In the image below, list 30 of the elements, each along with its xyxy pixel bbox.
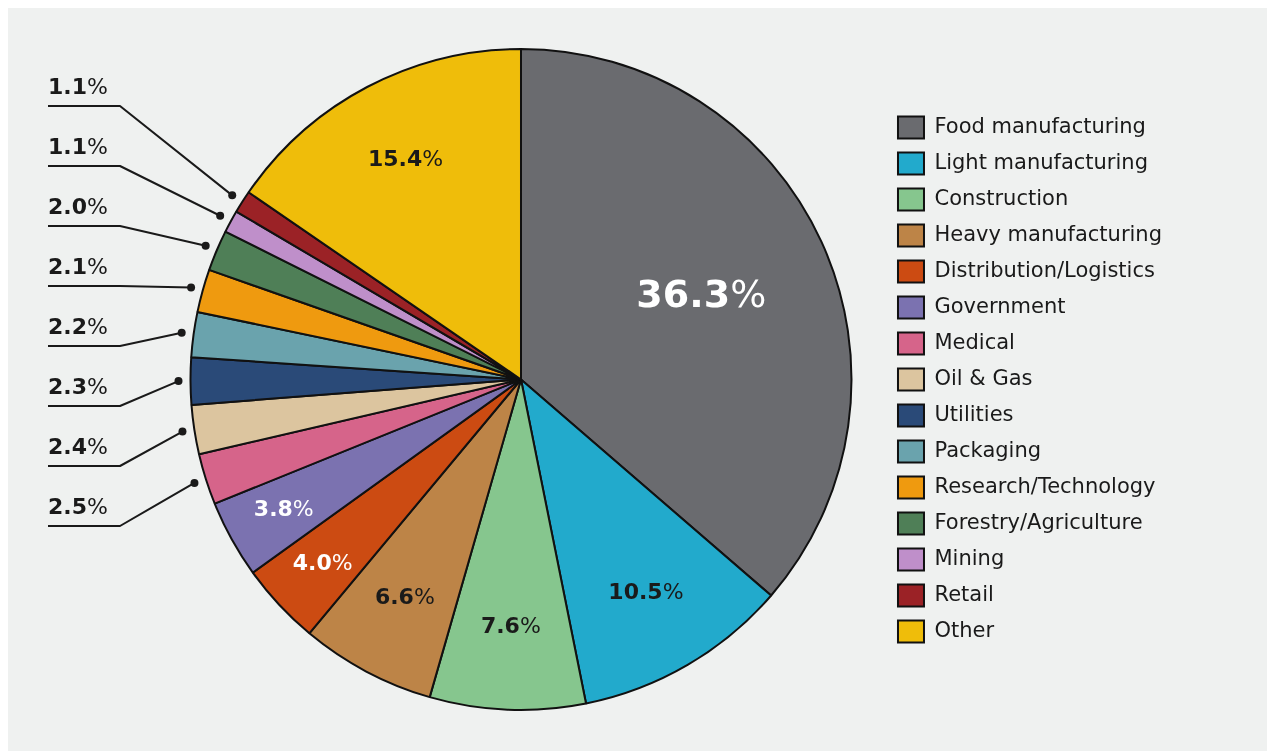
data-label: 7.6% (480, 612, 541, 638)
data-label: 36.3% (636, 271, 767, 316)
legend-label: Medical (934, 329, 1015, 354)
legend-label: Retail (934, 581, 994, 606)
data-label: 4.0% (292, 549, 353, 575)
data-label: 2.1% (48, 253, 108, 279)
legend-label: Government (934, 293, 1066, 318)
data-label: 1.1% (48, 73, 108, 99)
data-label: 2.3% (48, 373, 108, 399)
data-label: 3.8% (253, 496, 314, 522)
legend-label: Food manufacturing (934, 113, 1146, 138)
legend-label: Forestry/Agriculture (934, 509, 1143, 534)
data-label: 1.1% (48, 133, 108, 159)
data-label: 2.4% (48, 433, 108, 459)
legend-label: Heavy manufacturing (934, 221, 1162, 246)
legend-label: Oil & Gas (934, 365, 1033, 390)
data-label: 15.4% (368, 145, 444, 171)
legend-label: Mining (934, 545, 1005, 570)
legend-label: Construction (934, 185, 1069, 210)
legend-label: Light manufacturing (934, 149, 1148, 174)
legend-label: Research/Technology (934, 473, 1156, 498)
data-label: 10.5% (608, 579, 684, 605)
legend-label: Utilities (934, 401, 1014, 426)
legend-label: Other (934, 617, 995, 642)
legend-label: Packaging (934, 437, 1042, 462)
data-label: 2.0% (48, 193, 108, 219)
data-label: 2.5% (48, 493, 108, 519)
data-label: 6.6% (374, 584, 435, 610)
legend-label: Distribution/Logistics (934, 257, 1155, 282)
data-label: 2.2% (48, 313, 108, 339)
